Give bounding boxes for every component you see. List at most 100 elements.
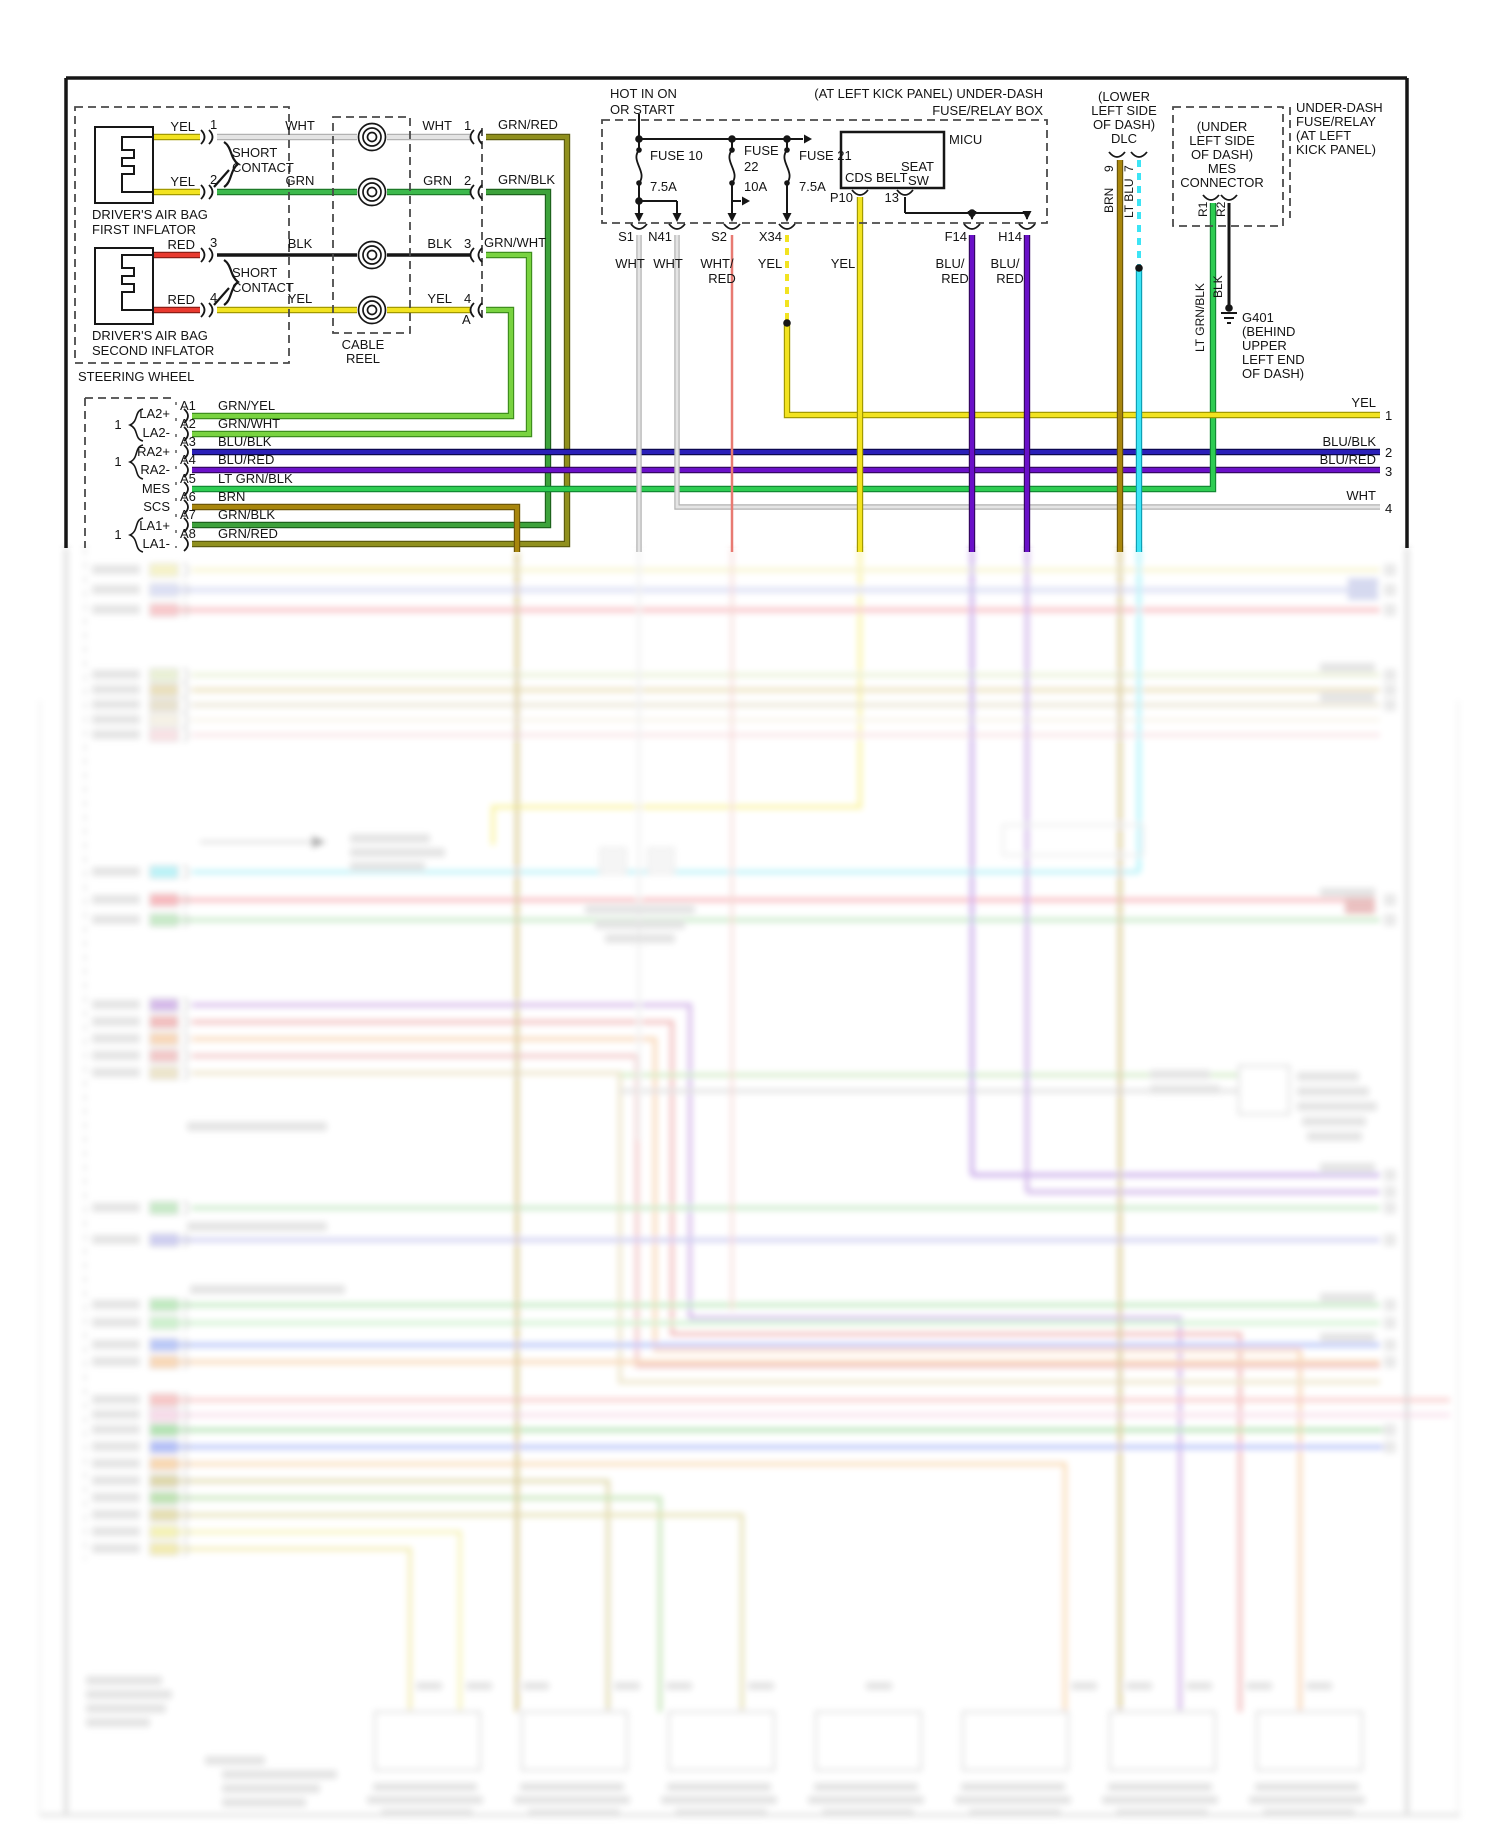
wire-color-label: YEL bbox=[427, 291, 452, 306]
seat-sw-lines bbox=[904, 197, 1028, 219]
underdash-label: UNDER-DASH bbox=[1296, 100, 1383, 115]
wire-color-label: BLU/ bbox=[936, 256, 965, 271]
junction-dot bbox=[783, 319, 791, 327]
wire-color-label: GRN bbox=[423, 173, 452, 188]
wire-color-label: BRN bbox=[1102, 188, 1116, 213]
wire-color-label: WHT bbox=[285, 118, 315, 133]
cds-belt-label: CDS BELT bbox=[845, 170, 908, 185]
diagram-symbols bbox=[183, 122, 1238, 552]
cable-reel-box bbox=[332, 116, 411, 334]
cable-reel-coil-icon bbox=[357, 295, 387, 325]
fuse-amp-label: 10A bbox=[744, 179, 767, 194]
hot-in-on-label: HOT IN ON bbox=[610, 86, 677, 101]
pin-number: 3 bbox=[464, 236, 471, 251]
diagram-labels: YEL YEL RED RED 1 2 3 4 SHORT CONTACT SH… bbox=[78, 86, 1392, 551]
underdash-label: (AT LEFT bbox=[1296, 128, 1351, 143]
arrow-down-icon bbox=[782, 213, 792, 222]
mes-label: LEFT SIDE bbox=[1189, 133, 1255, 148]
ground-label: LEFT END bbox=[1242, 352, 1305, 367]
wire-color-label: YEL bbox=[1351, 395, 1376, 410]
underdash-label: KICK PANEL) bbox=[1296, 142, 1376, 157]
mes-label: MES bbox=[1208, 161, 1237, 176]
pin-id: A2 bbox=[180, 416, 196, 431]
wire-color-label: BRN bbox=[218, 489, 245, 504]
arrow-down-icon bbox=[634, 213, 644, 222]
fuse-element-icons bbox=[635, 149, 791, 184]
connector-id: H14 bbox=[998, 229, 1022, 244]
micu-box bbox=[839, 130, 946, 190]
wire-color-label: RED bbox=[996, 271, 1023, 286]
dlc-label: LEFT SIDE bbox=[1091, 103, 1157, 118]
connector-id: S2 bbox=[711, 229, 727, 244]
group-count: 1 bbox=[114, 454, 121, 469]
fuse-terminal-dot bbox=[784, 180, 790, 186]
pin-number: R2 bbox=[1214, 201, 1228, 217]
pin-id: A3 bbox=[180, 434, 196, 449]
pin-letter: A bbox=[462, 312, 471, 327]
pin-id: A7 bbox=[180, 507, 196, 522]
group-count: 1 bbox=[114, 417, 121, 432]
wire-color-label: BLK bbox=[427, 236, 452, 251]
wire-color-label: LT GRN/BLK bbox=[218, 471, 293, 486]
wire bbox=[192, 190, 550, 527]
dlc-label: OF DASH) bbox=[1093, 117, 1155, 132]
wire-color-label: GRN/BLK bbox=[218, 507, 275, 522]
fuse-terminal-dot bbox=[636, 147, 642, 153]
second-inflator-box bbox=[94, 247, 154, 325]
wire-color-label: BLU/ bbox=[991, 256, 1020, 271]
dlc-label: (LOWER bbox=[1098, 89, 1150, 104]
arrow-down-icon bbox=[967, 211, 977, 220]
wire-color-label: RED bbox=[941, 271, 968, 286]
junction-dot bbox=[783, 135, 791, 143]
pin-id: A4 bbox=[180, 452, 196, 467]
mes-connector-box bbox=[1172, 106, 1284, 227]
connector-id: N41 bbox=[648, 229, 672, 244]
cable-reel-coil-icon bbox=[366, 304, 378, 316]
fuse-label: FUSE 21 bbox=[799, 148, 852, 163]
pin-id: A1 bbox=[180, 398, 196, 413]
diagram-structure bbox=[64, 76, 1409, 553]
short-contact-label: CONTACT bbox=[232, 280, 294, 295]
wire-color-label: WHT/ bbox=[700, 256, 734, 271]
connector-pin-label: P10 bbox=[830, 190, 853, 205]
wire-color-label: GRN/RED bbox=[498, 117, 558, 132]
fuse-circuit-lines bbox=[638, 114, 803, 214]
wire bbox=[785, 323, 1380, 417]
junction-dot bbox=[1135, 264, 1143, 272]
first-inflator-label: FIRST INFLATOR bbox=[92, 222, 196, 237]
mes-label: (UNDER bbox=[1197, 119, 1248, 134]
short-contact-label: CONTACT bbox=[232, 160, 294, 175]
connector-pin-label: 13 bbox=[885, 190, 899, 205]
wire-color-label: WHT bbox=[653, 256, 683, 271]
junction-dot bbox=[635, 197, 643, 205]
arrow-down-icon bbox=[727, 213, 737, 222]
pin-number: 2 bbox=[210, 172, 217, 187]
cable-reel-coil-icon bbox=[366, 131, 378, 143]
wire bbox=[192, 135, 569, 546]
arrow-right-icon bbox=[804, 134, 812, 144]
wire-color-label: RED bbox=[168, 237, 195, 252]
wire-color-label: BLK bbox=[1211, 275, 1225, 298]
exit-number: 2 bbox=[1385, 445, 1392, 460]
wire-color-label: YEL bbox=[831, 256, 856, 271]
hot-in-on-label: OR START bbox=[610, 102, 675, 117]
wire-color-label: GRN bbox=[286, 173, 315, 188]
signal-label: SCS bbox=[143, 499, 170, 514]
mes-label: OF DASH) bbox=[1191, 147, 1253, 162]
exit-number: 4 bbox=[1385, 501, 1392, 516]
fuse-amp-label: 7.5A bbox=[799, 179, 826, 194]
wire-color-label: YEL bbox=[288, 291, 313, 306]
exit-number: 1 bbox=[1385, 408, 1392, 423]
second-inflator-label: SECOND INFLATOR bbox=[92, 343, 214, 358]
mes-label: CONNECTOR bbox=[1180, 175, 1264, 190]
pin-id: A6 bbox=[180, 489, 196, 504]
underdash-label: FUSE/RELAY bbox=[1296, 114, 1376, 129]
signal-label: RA2+ bbox=[137, 444, 170, 459]
cable-reel-coil-icon bbox=[362, 127, 382, 147]
group-brace-2 bbox=[128, 444, 144, 480]
fuse-terminal-dot bbox=[636, 180, 642, 186]
steering-wheel-box bbox=[74, 106, 290, 364]
wire-color-label: BLU/BLK bbox=[218, 434, 272, 449]
wire-color-label: GRN/WHT bbox=[218, 416, 280, 431]
